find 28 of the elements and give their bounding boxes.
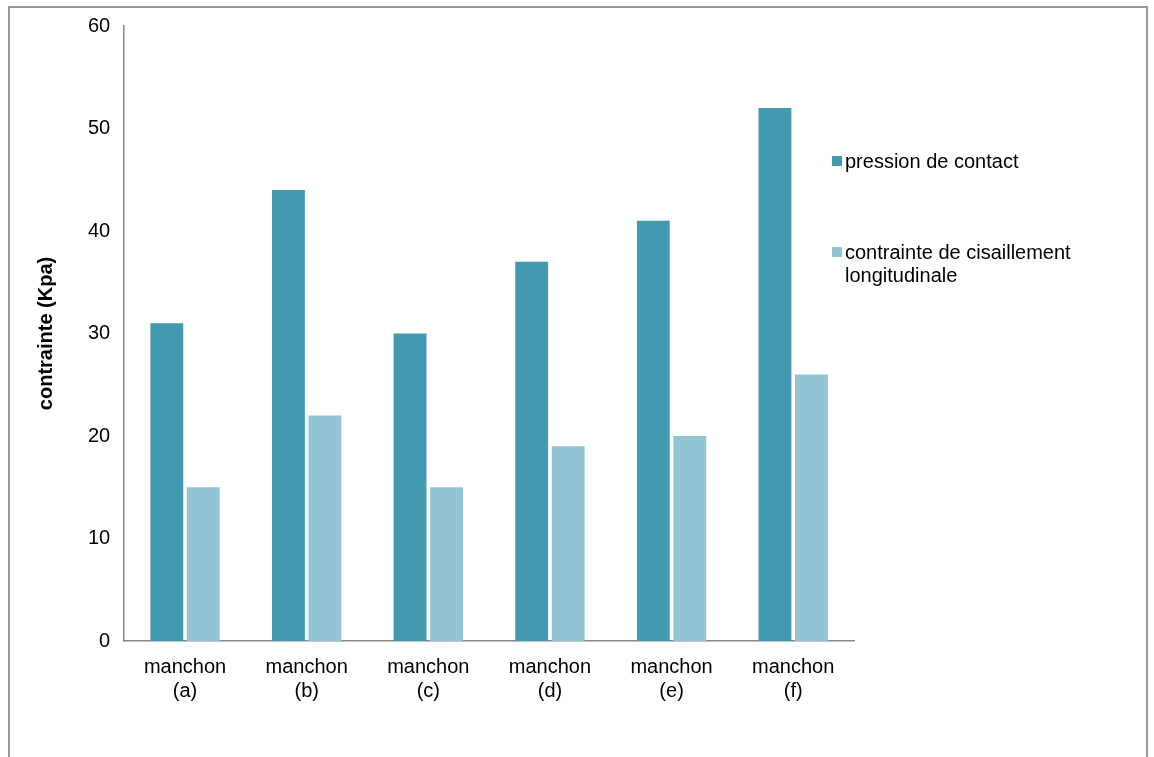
bar bbox=[673, 436, 707, 641]
bar bbox=[636, 220, 670, 641]
bar bbox=[272, 190, 305, 641]
bar bbox=[515, 261, 549, 641]
bar bbox=[393, 333, 427, 641]
bar bbox=[430, 487, 463, 641]
bar bbox=[758, 108, 792, 641]
y-tick-label: 20 bbox=[88, 423, 111, 446]
y-axis-title: contrainte (Kpa) bbox=[33, 256, 56, 411]
x-tick-label: manchon (b) bbox=[265, 654, 348, 701]
x-tick-label: manchon (f) bbox=[752, 654, 835, 701]
y-tick-label: 30 bbox=[88, 321, 111, 344]
bar bbox=[150, 323, 184, 641]
y-tick-label: 60 bbox=[88, 13, 111, 36]
bar bbox=[551, 446, 585, 641]
y-tick-label: 10 bbox=[88, 526, 111, 549]
x-tick-label: manchon (d) bbox=[508, 654, 592, 701]
x-tick-label: manchon (a) bbox=[143, 654, 227, 701]
y-tick-label: 0 bbox=[99, 628, 111, 651]
y-tick-label: 50 bbox=[88, 116, 111, 139]
legend-label: contrainte de cisaillement longitudinale bbox=[845, 241, 1072, 287]
x-tick-label: manchon (e) bbox=[630, 654, 713, 701]
bar bbox=[186, 487, 220, 641]
y-tick-label: 40 bbox=[88, 218, 111, 241]
x-tick-label: manchon (c) bbox=[387, 654, 470, 701]
bar bbox=[795, 374, 828, 641]
legend-label: pression de contact bbox=[845, 150, 1019, 173]
bar bbox=[308, 415, 342, 641]
